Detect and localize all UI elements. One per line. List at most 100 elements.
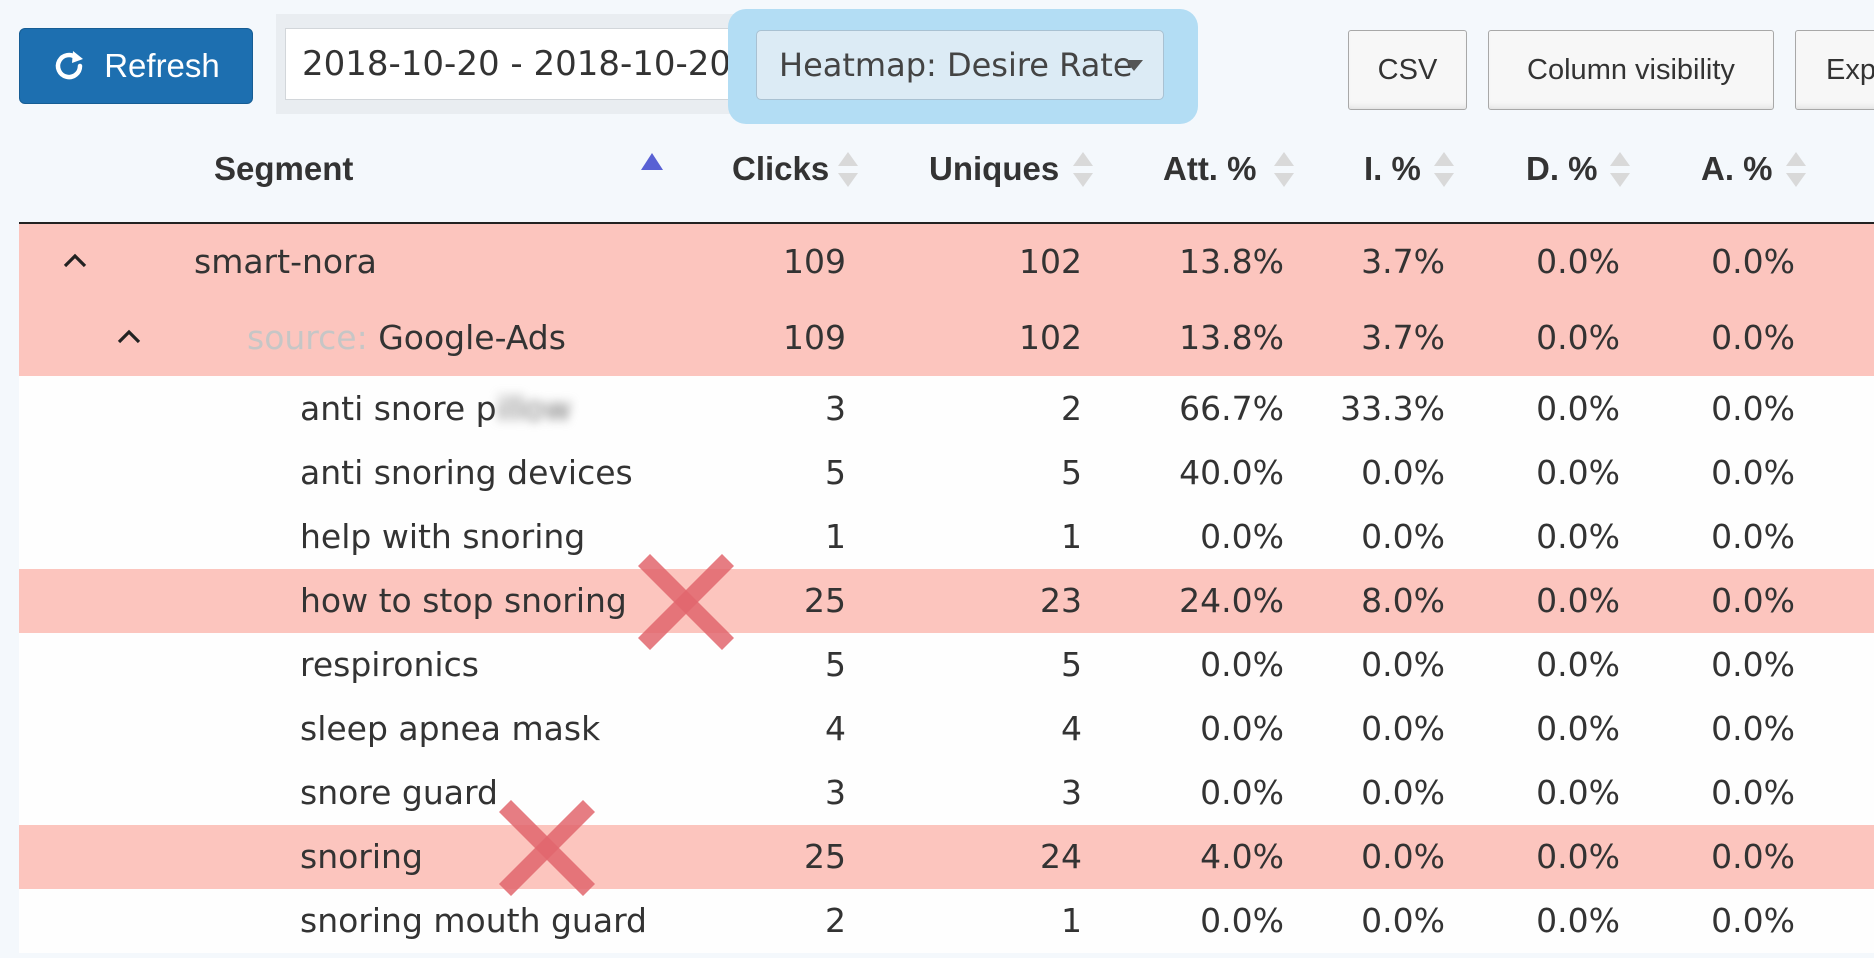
sort-icon[interactable] [838,152,858,190]
table-row[interactable]: sleep apnea mask 4 4 0.0% 0.0% 0.0% 0.0% [19,697,1874,761]
uniques-cell: 3 [1061,773,1082,812]
header-a[interactable]: A. % [1701,150,1773,187]
att-cell: 0.0% [1200,773,1284,812]
sort-icon[interactable] [1274,152,1294,190]
header-att[interactable]: Att. % [1163,150,1257,187]
segment-cell: help with snoring [300,517,585,556]
heatmap-dropdown[interactable]: Heatmap: Desire Rate [756,30,1164,100]
uniques-cell: 102 [1019,318,1082,357]
segment-label: snoring [300,837,423,876]
uniques-cell: 5 [1061,645,1082,684]
sort-ascending-icon[interactable] [641,153,663,170]
clicks-cell: 25 [804,581,846,620]
clicks-cell: 2 [825,901,846,940]
segment-cell: source: Google-Ads [247,318,566,357]
d-cell: 0.0% [1536,837,1620,876]
table-row[interactable]: respironics 5 5 0.0% 0.0% 0.0% 0.0% [19,633,1874,697]
clicks-cell: 5 [825,645,846,684]
d-cell: 0.0% [1536,901,1620,940]
table-row[interactable]: source: Google-Ads 109 102 13.8% 3.7% 0.0% 0.0… [19,300,1874,376]
i-cell: 0.0% [1361,517,1445,556]
segment-cell: snoring mouth guard [300,901,647,940]
table-row[interactable]: anti snore pillow 3 2 66.7% 33.3% 0.0% 0.0% [19,376,1874,441]
segment-cell: respironics [300,645,479,684]
table-row[interactable]: smart-nora 109 102 13.8% 3.7% 0.0% 0.0% [19,224,1874,300]
header-i[interactable]: I. % [1364,150,1421,187]
sort-icon[interactable] [1434,152,1454,190]
header-divider [19,222,1874,224]
refresh-label: Refresh [104,47,220,84]
cross-mark-icon [638,554,734,650]
att-cell: 0.0% [1200,645,1284,684]
refresh-button[interactable]: Refresh [19,28,253,104]
csv-button[interactable]: CSV [1348,30,1467,110]
att-cell: 40.0% [1179,453,1284,492]
table-row[interactable]: snore guard 3 3 0.0% 0.0% 0.0% 0.0% [19,761,1874,825]
chevron-up-icon[interactable] [116,329,142,345]
a-cell: 0.0% [1711,318,1795,357]
caret-down-icon [1125,60,1143,71]
table-row[interactable]: snoring mouth guard 2 1 0.0% 0.0% 0.0% 0.0% [19,889,1874,953]
column-visibility-label: Column visibility [1527,53,1735,86]
export-label: Exp [1826,53,1874,86]
d-cell: 0.0% [1536,773,1620,812]
att-cell: 4.0% [1200,837,1284,876]
att-cell: 13.8% [1179,318,1284,357]
table-row[interactable]: how to stop snoring 25 23 24.0% 8.0% 0.0% 0.0% [19,569,1874,633]
d-cell: 0.0% [1536,645,1620,684]
segment-cell: sleep apnea mask [300,709,600,748]
a-cell: 0.0% [1711,242,1795,281]
date-range-value: 2018-10-20 - 2018-10-20 [302,44,732,84]
heatmap-label: Heatmap: Desire Rate [779,46,1133,84]
header-uniques[interactable]: Uniques [929,150,1060,187]
d-cell: 0.0% [1536,709,1620,748]
a-cell: 0.0% [1711,773,1795,812]
clicks-cell: 4 [825,709,846,748]
chevron-up-icon[interactable] [62,253,88,269]
segment-prefix: source: [247,318,379,357]
a-cell: 0.0% [1711,389,1795,428]
a-cell: 0.0% [1711,709,1795,748]
segment-label: smart-nora [194,242,377,281]
sort-icon[interactable] [1610,152,1630,190]
sort-icon[interactable] [1073,152,1093,190]
segment-label: anti snoring devices [300,453,633,492]
table-row[interactable]: snoring 25 24 4.0% 0.0% 0.0% 0.0% [19,825,1874,889]
uniques-cell: 2 [1061,389,1082,428]
a-cell: 0.0% [1711,837,1795,876]
segment-label: help with snoring [300,517,586,556]
att-cell: 0.0% [1200,709,1284,748]
segment-cell: smart-nora [194,242,377,281]
segment-cell: anti snoring devices [300,453,633,492]
i-cell: 0.0% [1361,901,1445,940]
uniques-cell: 5 [1061,453,1082,492]
d-cell: 0.0% [1536,242,1620,281]
sort-icon[interactable] [1786,152,1806,190]
clicks-cell: 5 [825,453,846,492]
segment-label: Google-Ads [378,318,566,357]
date-range-input[interactable]: 2018-10-20 - 2018-10-20 [285,28,742,100]
table-row[interactable]: anti snoring devices 5 5 40.0% 0.0% 0.0% 0.0% [19,441,1874,505]
i-cell: 0.0% [1361,709,1445,748]
column-visibility-button[interactable]: Column visibility [1488,30,1774,110]
header-segment[interactable]: Segment [214,150,354,187]
i-cell: 3.7% [1361,318,1445,357]
header-d[interactable]: D. % [1526,150,1598,187]
table-row[interactable]: help with snoring 1 1 0.0% 0.0% 0.0% 0.0% [19,505,1874,569]
att-cell: 66.7% [1179,389,1284,428]
a-cell: 0.0% [1711,453,1795,492]
uniques-cell: 23 [1040,581,1082,620]
d-cell: 0.0% [1536,517,1620,556]
uniques-cell: 1 [1061,901,1082,940]
uniques-cell: 24 [1040,837,1082,876]
att-cell: 0.0% [1200,517,1284,556]
clicks-cell: 109 [783,242,846,281]
i-cell: 3.7% [1361,242,1445,281]
refresh-icon [56,51,84,80]
uniques-cell: 1 [1061,517,1082,556]
export-button[interactable]: Exp [1795,30,1874,110]
segment-label: sleep apnea mask [300,709,601,748]
header-clicks[interactable]: Clicks [732,150,830,187]
segment-label: how to stop snoring [300,581,627,620]
